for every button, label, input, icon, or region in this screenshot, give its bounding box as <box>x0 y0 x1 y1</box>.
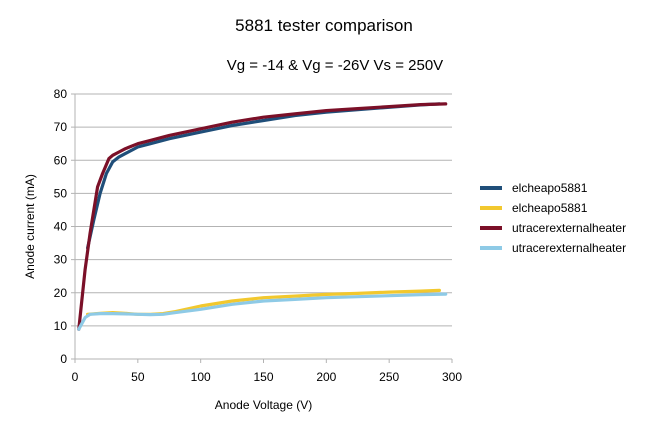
x-tick-label: 100 <box>191 370 211 384</box>
legend-item-4: utracerexternalheater <box>480 238 626 258</box>
legend-swatch <box>480 206 502 210</box>
y-tick-labels: 0 10 20 30 40 50 60 70 80 <box>54 87 68 366</box>
y-tick-label: 60 <box>54 153 68 167</box>
x-axis-label: Anode Voltage (V) <box>215 398 312 412</box>
y-tick-label: 20 <box>54 286 68 300</box>
y-tick-label: 40 <box>54 220 68 234</box>
legend-label: elcheapo5881 <box>512 201 588 215</box>
legend-swatch <box>480 226 502 230</box>
x-tick-labels: 0 50 100 150 200 250 300 <box>72 370 463 384</box>
chart-legend: elcheapo5881 elcheapo5881 utracerexternalh… <box>480 178 626 258</box>
legend-label: elcheapo5881 <box>512 181 588 195</box>
x-tick-label: 250 <box>379 370 399 384</box>
legend-item-3: utracerexternalheater <box>480 218 626 238</box>
legend-item-1: elcheapo5881 <box>480 178 626 198</box>
axes <box>74 94 453 363</box>
series-lines <box>77 102 448 331</box>
y-tick-label: 50 <box>54 186 68 200</box>
gridlines <box>71 93 452 360</box>
y-axis-label: Anode current (mA) <box>23 174 37 279</box>
x-tick-label: 50 <box>131 370 145 384</box>
series-line-3 <box>77 102 448 331</box>
legend-label: utracerexternalheater <box>512 241 627 255</box>
chart-title: 5881 tester comparison <box>235 16 413 35</box>
x-tick-label: 150 <box>253 370 273 384</box>
x-tick-label: 300 <box>442 370 462 384</box>
legend-swatch <box>480 246 502 250</box>
chart-subtitle: Vg = -14 & Vg = -26V Vs = 250V <box>226 57 444 74</box>
series-line-4 <box>77 292 448 331</box>
y-tick-label: 30 <box>54 253 68 267</box>
y-tick-label: 0 <box>60 352 67 366</box>
y-tick-label: 10 <box>54 319 68 333</box>
legend-item-2: elcheapo5881 <box>480 198 626 218</box>
x-tick-label: 200 <box>316 370 336 384</box>
legend-swatch <box>480 186 502 190</box>
y-tick-label: 70 <box>54 120 68 134</box>
y-tick-label: 80 <box>54 87 68 101</box>
legend-label: utracerexternalheater <box>512 221 627 235</box>
x-tick-label: 0 <box>72 370 79 384</box>
